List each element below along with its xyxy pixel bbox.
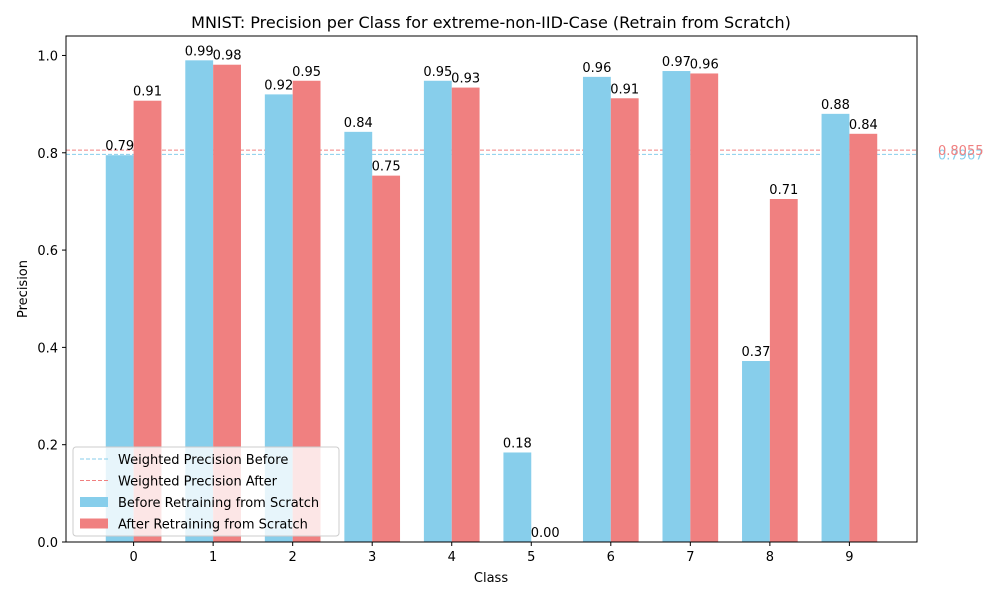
bar-value-label: 0.88 [821,98,850,113]
bar-value-label: 0.37 [741,345,770,360]
bar-value-label: 0.84 [849,118,878,133]
bar-value-label: 0.91 [133,85,162,100]
x-tick-label: 0 [129,550,137,565]
y-axis-label: Precision [16,260,31,318]
reference-line-label: 0.7967 [938,148,984,163]
bar-value-label: 0.97 [662,55,691,70]
x-tick-label: 1 [209,550,217,565]
y-tick-label: 0.6 [37,244,58,259]
bar [582,76,611,542]
y-tick-label: 1.0 [37,49,58,64]
bar-value-label: 0.84 [344,116,373,131]
bar [849,133,878,542]
bar-value-label: 0.93 [451,72,480,87]
x-tick-label: 8 [766,550,774,565]
bar [769,198,798,542]
legend-box [72,446,340,537]
x-tick-label: 9 [845,550,853,565]
y-tick-label: 0.0 [37,536,58,551]
bar-value-label: 0.71 [769,183,798,198]
bar-value-label: 0.96 [690,57,719,72]
bar [423,80,452,542]
y-tick-label: 0.8 [37,147,58,162]
bar [451,87,480,543]
legend-entry-label: Weighted Precision After [118,475,278,490]
bar-value-label: 0.92 [264,78,293,93]
bar-value-label: 0.00 [531,526,560,541]
chart-title: MNIST: Precision per Class for extreme-n… [191,13,791,32]
x-tick-label: 4 [448,550,456,565]
bar [610,98,639,543]
y-tick-label: 0.2 [37,439,58,454]
legend-entry-label: After Retraining from Scratch [118,518,308,533]
bar [344,131,373,542]
plot-area: 0.79670.80550.790.990.920.840.950.180.96… [37,35,984,565]
reference-line-label: 0.8055 [938,144,984,159]
bar [742,361,770,542]
bar-value-label: 0.95 [423,65,452,80]
bar-value-label: 0.98 [213,49,242,64]
bar [503,452,532,542]
x-axis-label: Class [474,571,508,586]
bar [662,71,691,543]
y-tick-label: 0.4 [37,341,58,356]
bar-value-label: 0.99 [185,44,214,59]
bar-value-label: 0.95 [292,65,321,80]
x-tick-label: 5 [527,550,535,565]
bar-value-label: 0.96 [582,61,611,76]
bar-value-label: 0.91 [610,82,639,97]
x-tick-label: 2 [289,550,297,565]
bar-value-label: 0.79 [105,139,134,154]
legend-patch-swatch [80,497,108,507]
x-tick-label: 3 [368,550,376,565]
bar [372,175,401,542]
bar-value-label: 0.18 [503,436,532,451]
legend-entry-label: Before Retraining from Scratch [118,496,319,511]
bar [821,113,850,542]
bar [690,73,719,542]
bar-value-label: 0.75 [372,160,401,175]
legend-entry-label: Weighted Precision Before [118,453,288,468]
x-tick-label: 7 [686,550,694,565]
x-tick-label: 6 [607,550,615,565]
plot-frame [65,35,918,543]
legend-patch-swatch [80,518,108,529]
